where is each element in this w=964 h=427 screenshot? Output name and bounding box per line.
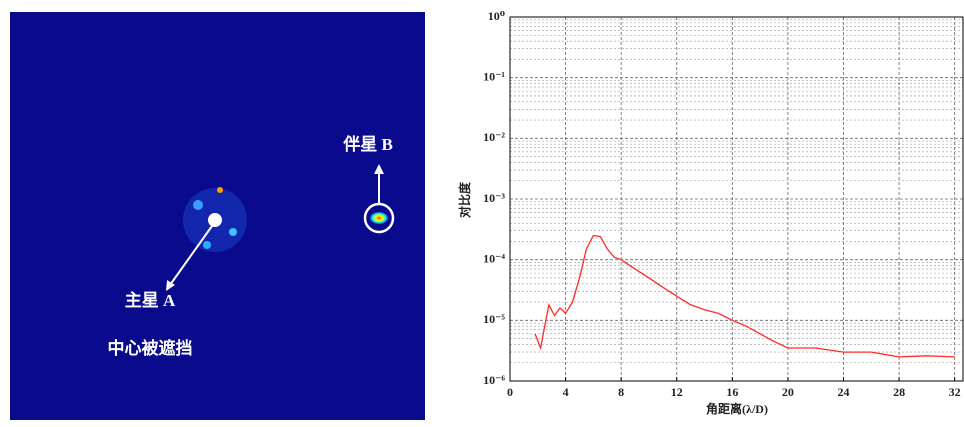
x-tick-label: 16 xyxy=(726,385,738,399)
x-tick-label: 0 xyxy=(507,385,513,399)
x-tick-label: 20 xyxy=(782,385,794,399)
y-tick-label: 10⁻¹ xyxy=(483,69,505,83)
y-tick-label: 10⁻³ xyxy=(483,191,505,205)
x-tick-label: 8 xyxy=(618,385,624,399)
speckle xyxy=(217,187,223,193)
companion-star xyxy=(370,212,388,224)
speckle xyxy=(229,228,237,236)
contrast-chart: 角距离(λ/D) 对比度 10⁻⁶ 10⁻⁵ 10⁻⁴ 10⁻³ 10⁻² 10⁻¹ 10⁰… xyxy=(457,9,963,416)
companion-label: 伴星 B xyxy=(342,134,393,154)
x-axis-label: 角距离(λ/D) xyxy=(706,401,768,416)
coronagraph-image: 伴星 B 主星 A 中心被遮挡 xyxy=(10,12,425,420)
primary-label: 主星 A xyxy=(125,290,176,310)
speckle xyxy=(203,241,211,249)
x-tick-label: 32 xyxy=(949,385,961,399)
x-tick-label: 12 xyxy=(671,385,683,399)
y-tick-label: 10⁻⁴ xyxy=(483,251,505,265)
x-tick-label: 24 xyxy=(837,385,849,399)
speckle xyxy=(193,200,203,210)
y-tick-label: 10⁻⁵ xyxy=(483,312,505,326)
x-tick-label: 4 xyxy=(563,385,569,399)
figure: 伴星 B 主星 A 中心被遮挡 角距离(λ/D) 对比度 10⁻⁶ 10⁻⁵ 10⁻… xyxy=(0,0,964,422)
x-tick-label: 28 xyxy=(893,385,905,399)
y-axis-label: 对比度 xyxy=(457,181,472,218)
y-tick-label: 10⁰ xyxy=(488,9,505,23)
primary-star-mask xyxy=(208,213,222,227)
y-tick-label: 10⁻² xyxy=(483,130,505,144)
y-tick-label: 10⁻⁶ xyxy=(483,373,505,387)
mask-label: 中心被遮挡 xyxy=(108,338,193,358)
